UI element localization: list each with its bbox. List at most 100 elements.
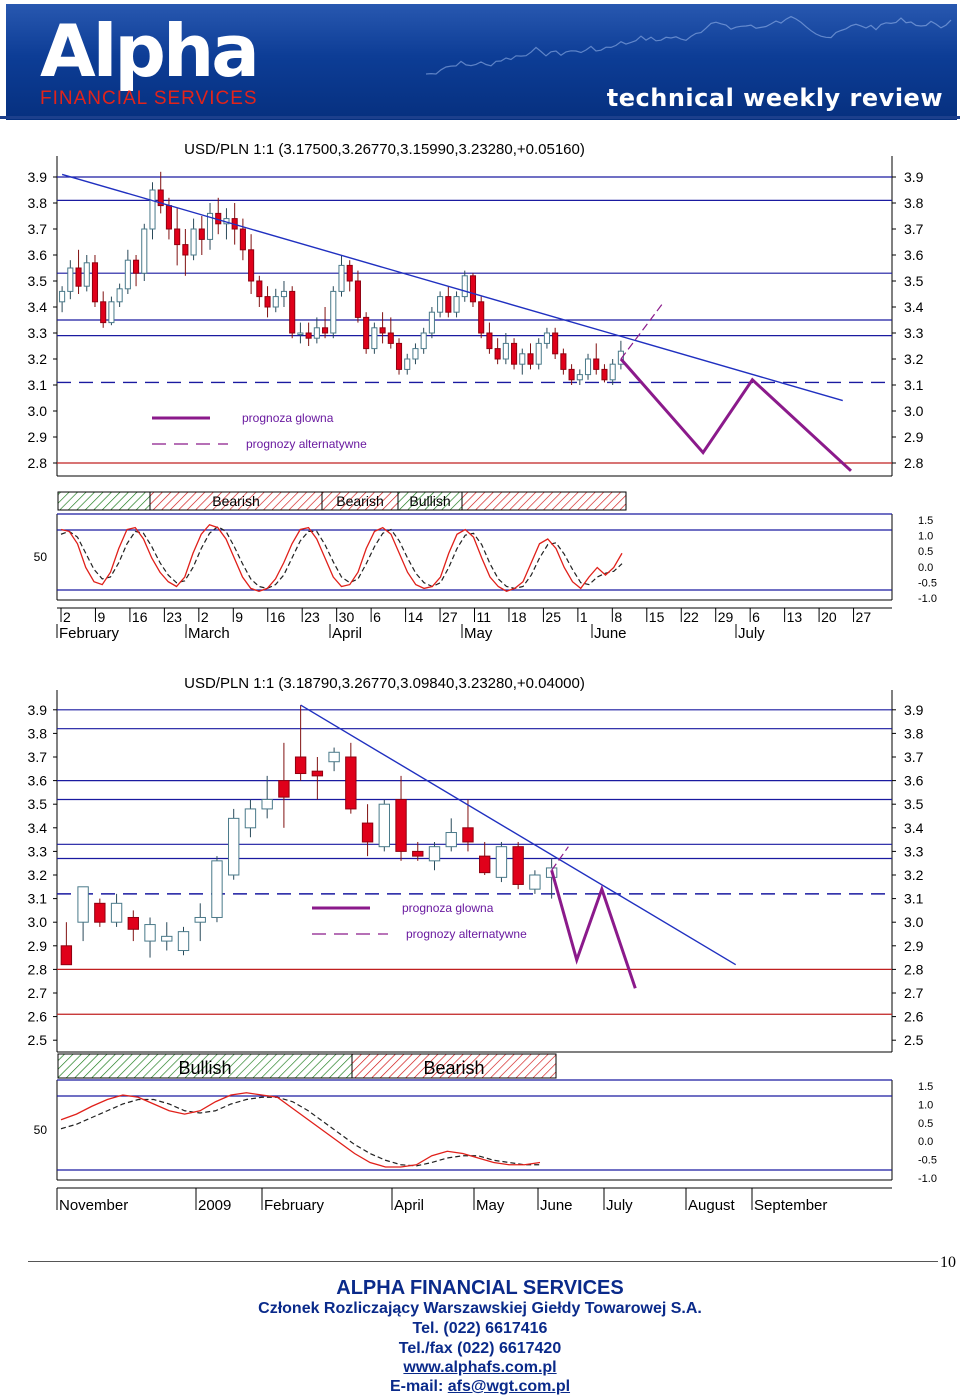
candle-body xyxy=(83,262,90,287)
trend-band-bear xyxy=(461,491,627,511)
y-tick-label-left: 2.6 xyxy=(28,1009,48,1025)
candle-body xyxy=(278,780,290,798)
candle-body xyxy=(110,902,123,923)
candle-body xyxy=(412,850,424,857)
candle-body xyxy=(116,288,123,303)
y-tick-label-left: 2.9 xyxy=(28,429,48,445)
x-month-label: August xyxy=(688,1197,736,1214)
candle-body xyxy=(576,374,583,381)
candle-body xyxy=(387,332,394,344)
y-tick-label-left: 3.3 xyxy=(28,325,48,341)
legend-alt-label: prognozy alternatywne xyxy=(406,927,527,941)
x-month-label: September xyxy=(754,1197,827,1214)
footer-phone: Tel. (022) 6617416 xyxy=(412,1320,548,1337)
x-day-label: 13 xyxy=(787,609,803,625)
footer-fax: Tel./fax (022) 6617420 xyxy=(398,1340,562,1357)
y-tick-label-right: 3.5 xyxy=(904,796,924,812)
candle-body xyxy=(256,280,263,298)
candle-body xyxy=(157,189,164,207)
candle-body xyxy=(617,350,624,365)
oscillator-left-label: 50 xyxy=(34,550,48,564)
x-day-label: 18 xyxy=(511,609,527,625)
footer-company: ALPHA FINANCIAL SERVICES xyxy=(336,1277,624,1299)
x-month-label: March xyxy=(188,625,230,642)
oscillator-tick-label: -0.5 xyxy=(918,1155,937,1167)
trendline xyxy=(61,173,843,402)
y-tick-label-right: 3.3 xyxy=(904,325,924,341)
y-tick-label-right: 2.6 xyxy=(904,1009,924,1025)
x-day-label: 27 xyxy=(442,609,458,625)
candle-body xyxy=(264,296,271,308)
footer-email-link[interactable]: afs@wgt.com.pl xyxy=(447,1378,571,1395)
x-month-label: June xyxy=(540,1197,573,1214)
candle-body xyxy=(346,264,353,282)
oscillator-signal-line xyxy=(60,1096,540,1167)
x-day-label: 27 xyxy=(856,609,872,625)
banner-ticker-graphic xyxy=(426,15,952,75)
x-day-label: 6 xyxy=(373,609,381,625)
candle-body xyxy=(479,855,491,874)
candle-body xyxy=(127,916,139,930)
x-month-label: February xyxy=(264,1197,325,1214)
candle-body xyxy=(461,275,468,298)
candle-body xyxy=(363,316,370,350)
candle-body xyxy=(502,342,509,360)
x-day-label: 15 xyxy=(649,609,665,625)
oscillator-main-line xyxy=(60,523,623,592)
y-tick-label-right: 3.8 xyxy=(904,195,924,211)
candle-body xyxy=(182,244,189,256)
oscillator-tick-label: 1.0 xyxy=(918,531,933,543)
y-tick-label-left: 3.0 xyxy=(28,914,48,930)
x-day-label: 16 xyxy=(270,609,286,625)
y-tick-label-left: 2.8 xyxy=(28,961,48,977)
trend-band-label: Bearish xyxy=(212,493,259,509)
candle-body xyxy=(371,327,378,350)
candle-body xyxy=(100,301,107,324)
y-tick-label-right: 3.1 xyxy=(904,891,924,907)
y-tick-label-right: 2.9 xyxy=(904,938,924,954)
y-tick-label-right: 2.8 xyxy=(904,455,924,471)
y-tick-label-left: 3.7 xyxy=(28,221,48,237)
candle-body xyxy=(328,751,340,763)
candle-body xyxy=(593,358,600,370)
trend-band-label: Bearish xyxy=(336,493,383,509)
candle-body xyxy=(568,368,575,381)
oscillator-tick-label: 0.5 xyxy=(918,1118,933,1130)
candle-body xyxy=(519,353,526,365)
candle-body xyxy=(144,924,156,942)
y-tick-label-right: 3.1 xyxy=(904,377,924,393)
x-month-label: April xyxy=(394,1197,424,1214)
y-tick-label-right: 3.0 xyxy=(904,403,924,419)
x-month-label: April xyxy=(332,625,362,642)
candle-body xyxy=(469,275,477,303)
y-tick-label-left: 2.5 xyxy=(28,1032,48,1048)
page-number: 10 xyxy=(940,1254,956,1271)
x-day-label: 29 xyxy=(718,609,734,625)
candle-body xyxy=(338,264,345,292)
y-tick-label-right: 3.5 xyxy=(904,273,924,289)
candle-body xyxy=(378,803,390,848)
candle-body xyxy=(428,311,435,334)
y-tick-label-left: 3.1 xyxy=(28,891,48,907)
trend-band-label: Bullish xyxy=(178,1058,231,1078)
oscillator-tick-label: 1.5 xyxy=(918,1081,933,1093)
oscillator-tick-label: 0.5 xyxy=(918,546,933,558)
header-banner: Alpha FINANCIAL SERVICES technical weekl… xyxy=(6,4,957,120)
trend-band-bull xyxy=(57,1053,353,1079)
candle-body xyxy=(494,348,501,360)
x-day-label: 11 xyxy=(477,609,492,625)
y-tick-label-left: 3.5 xyxy=(28,796,48,812)
candle-body xyxy=(141,228,148,274)
candle-body xyxy=(437,296,444,313)
candle-body xyxy=(486,332,493,350)
footer-website-link[interactable]: www.alphafs.com.pl xyxy=(403,1359,557,1376)
candle-body xyxy=(248,249,255,282)
y-tick-label-right: 3.9 xyxy=(904,702,924,718)
candle-body xyxy=(77,886,89,923)
footer-email: E-mail: afs@wgt.com.pl xyxy=(0,1378,960,1396)
x-day-label: 6 xyxy=(752,609,760,625)
footer-member: Członek Rozliczający Warszawskiej Giełdy… xyxy=(258,1300,702,1317)
y-tick-label-left: 3.5 xyxy=(28,273,48,289)
oscillator-tick-label: -1.0 xyxy=(918,1173,937,1185)
x-day-label: 8 xyxy=(614,609,622,625)
